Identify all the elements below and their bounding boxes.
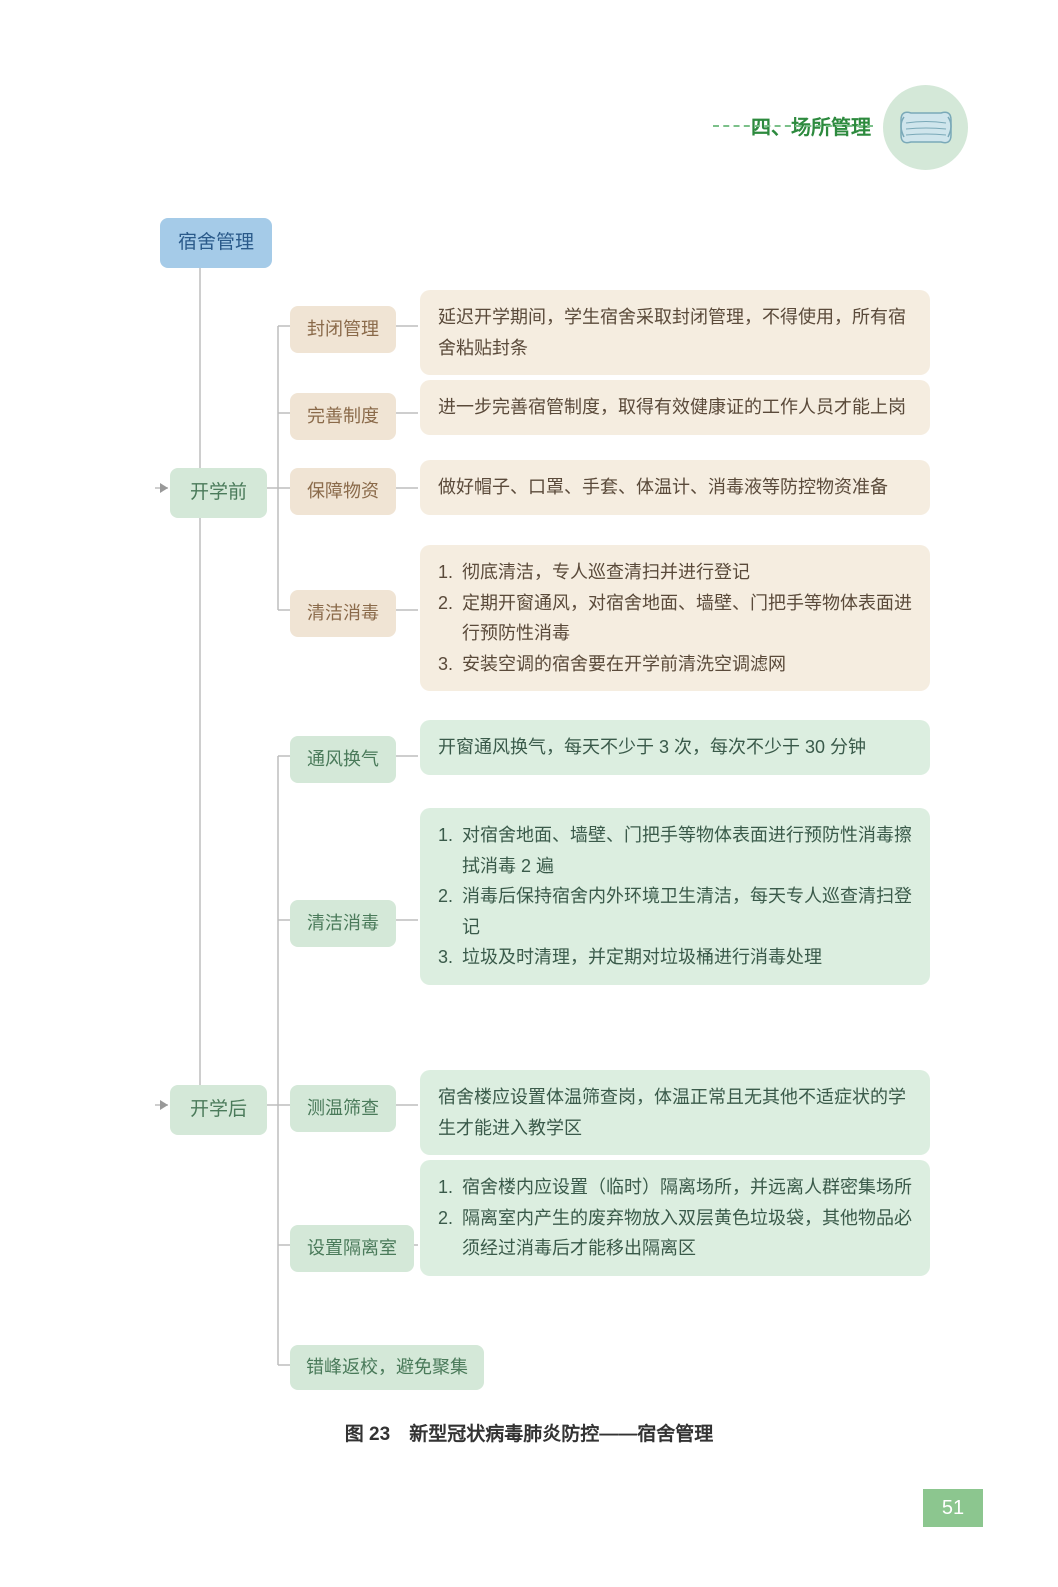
root-node: 宿舍管理: [160, 218, 272, 268]
label-after-1: 清洁消毒: [290, 900, 396, 947]
phase-before: 开学前: [170, 468, 267, 518]
detail-after-2: 宿舍楼应设置体温筛查岗，体温正常且无其他不适症状的学生才能进入教学区: [420, 1070, 930, 1155]
label-after-0: 通风换气: [290, 736, 396, 783]
list-item: 彻底清洁，专人巡查清扫并进行登记: [462, 557, 750, 588]
label-before-0: 封闭管理: [290, 306, 396, 353]
phase-after: 开学后: [170, 1085, 267, 1135]
header-dashed-line: [713, 125, 873, 127]
detail-after-0: 开窗通风换气，每天不少于 3 次，每次不少于 30 分钟: [420, 720, 930, 775]
mask-icon: [883, 85, 968, 170]
arrow-icon: [160, 1100, 168, 1110]
list-item: 宿舍楼内应设置（临时）隔离场所，并远离人群密集场所: [462, 1172, 912, 1203]
connector-lines: [0, 0, 1058, 1587]
list-item: 隔离室内产生的废弃物放入双层黄色垃圾袋，其他物品必须经过消毒后才能移出隔离区: [462, 1203, 912, 1264]
figure-caption: 图 23 新型冠状病毒肺炎防控——宿舍管理: [0, 1420, 1058, 1450]
list-item: 垃圾及时清理，并定期对垃圾桶进行消毒处理: [462, 942, 822, 973]
list-item: 对宿舍地面、墙壁、门把手等物体表面进行预防性消毒擦拭消毒 2 遍: [462, 820, 912, 881]
label-before-2: 保障物资: [290, 468, 396, 515]
page-header: 四、场所管理: [751, 85, 968, 170]
list-item: 消毒后保持宿舍内外环境卫生清洁，每天专人巡查清扫登记: [462, 881, 912, 942]
detail-before-0: 延迟开学期间，学生宿舍采取封闭管理，不得使用，所有宿舍粘贴封条: [420, 290, 930, 375]
detail-before-1: 进一步完善宿管制度，取得有效健康证的工作人员才能上岗: [420, 380, 930, 435]
list-item: 安装空调的宿舍要在开学前清洗空调滤网: [462, 649, 786, 680]
detail-after-3: 1.宿舍楼内应设置（临时）隔离场所，并远离人群密集场所 2.隔离室内产生的废弃物…: [420, 1160, 930, 1276]
label-before-3: 清洁消毒: [290, 590, 396, 637]
detail-before-3: 1.彻底清洁，专人巡查清扫并进行登记 2.定期开窗通风，对宿舍地面、墙壁、门把手…: [420, 545, 930, 691]
detail-after-1: 1.对宿舍地面、墙壁、门把手等物体表面进行预防性消毒擦拭消毒 2 遍 2.消毒后…: [420, 808, 930, 985]
arrow-icon: [160, 483, 168, 493]
label-after-3: 设置隔离室: [290, 1225, 414, 1272]
detail-before-2: 做好帽子、口罩、手套、体温计、消毒液等防控物资准备: [420, 460, 930, 515]
label-before-1: 完善制度: [290, 393, 396, 440]
list-item: 定期开窗通风，对宿舍地面、墙壁、门把手等物体表面进行预防性消毒: [462, 588, 912, 649]
page-number: 51: [923, 1489, 983, 1527]
label-after-2: 测温筛查: [290, 1085, 396, 1132]
header-title: 四、场所管理: [751, 112, 871, 144]
label-after-4: 错峰返校，避免聚集: [290, 1345, 484, 1390]
